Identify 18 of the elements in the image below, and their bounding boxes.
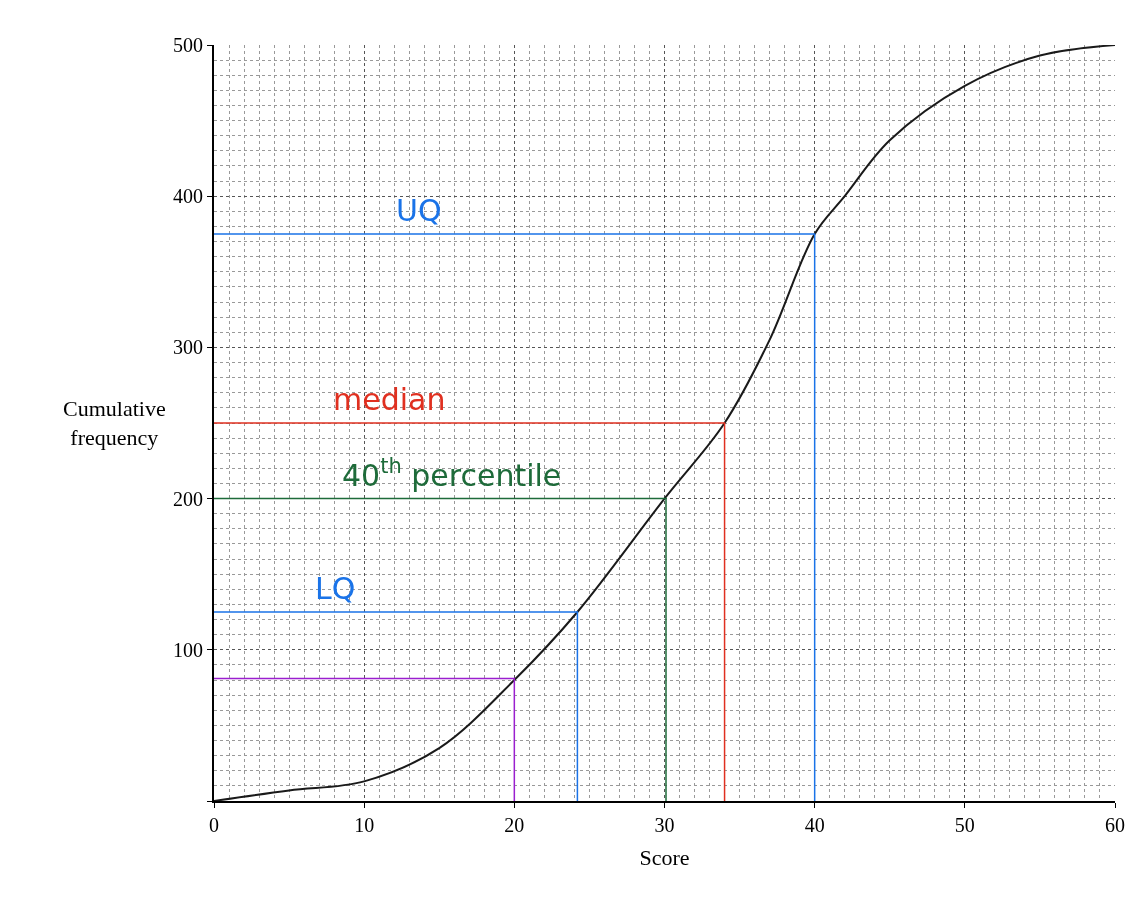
x-tick-label: 40 bbox=[804, 814, 825, 836]
y-axis-title: Cumulative frequency bbox=[63, 396, 166, 450]
x-tick-label: 0 bbox=[209, 814, 219, 836]
annotation: LQ bbox=[315, 571, 356, 606]
y-tick-label: 300 bbox=[173, 336, 203, 359]
x-tick-label: 60 bbox=[1105, 814, 1125, 836]
x-axis-title: Score bbox=[639, 845, 690, 871]
annotation: median bbox=[333, 382, 446, 417]
x-tick-label: 20 bbox=[504, 814, 525, 836]
annotation: UQ bbox=[396, 193, 442, 228]
x-tick-label: 50 bbox=[954, 814, 975, 836]
y-tick-label: 400 bbox=[173, 185, 203, 208]
x-tick-label: 10 bbox=[354, 814, 375, 836]
y-tick-label: 100 bbox=[173, 638, 203, 661]
y-tick-label: 500 bbox=[173, 34, 203, 56]
x-tick-label: 30 bbox=[654, 814, 675, 836]
annotation: 40$^{th}$ percentile bbox=[342, 454, 562, 493]
y-tick-label: 200 bbox=[173, 487, 203, 510]
